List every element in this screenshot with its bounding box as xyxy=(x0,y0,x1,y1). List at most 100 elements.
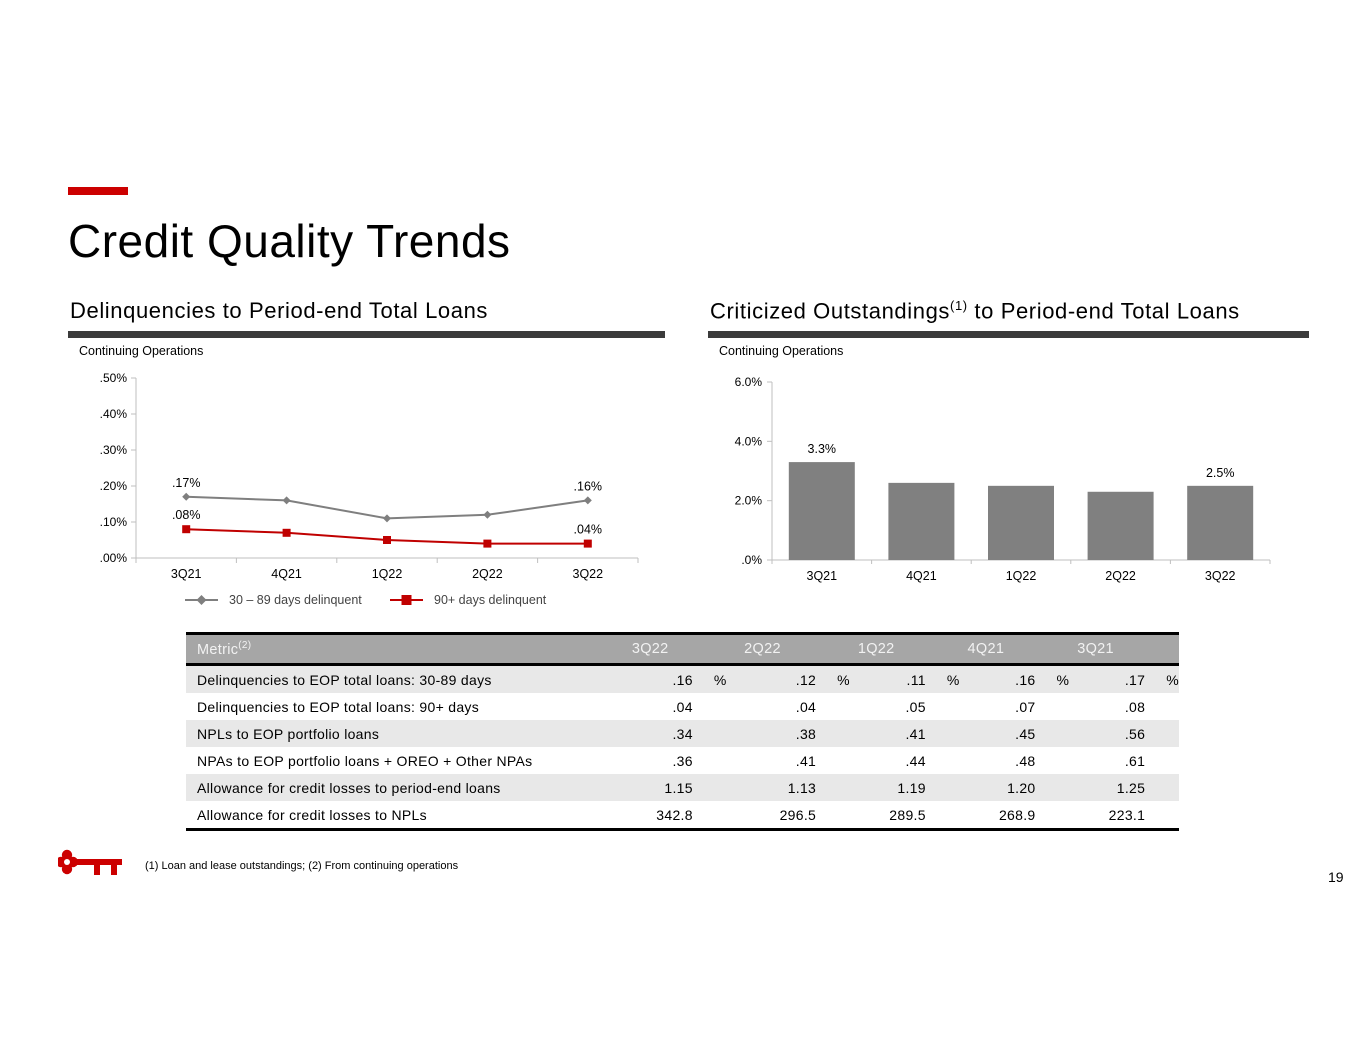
right-panel-title-main: Criticized Outstandings xyxy=(710,298,951,324)
cell-value: 1.25 xyxy=(1116,779,1146,796)
bar xyxy=(1087,491,1154,560)
x-tick-label: 3Q21 xyxy=(171,567,202,581)
table-row: Delinquencies to EOP total loans: 90+ da… xyxy=(186,693,1179,720)
table-cell: .11% xyxy=(857,664,968,693)
criticized-outstandings-bar-chart: .0% 2.0% 4.0% 6.0% 3Q21 3.3% 4Q21 1Q22 2Q22 3Q22 2… xyxy=(735,375,1271,583)
table-cell: 1.13 xyxy=(744,774,858,801)
table-cell: .05 xyxy=(858,693,968,720)
table-cell: .45 xyxy=(967,720,1078,747)
y-tick-label: .20% xyxy=(100,479,128,493)
series-point xyxy=(282,496,291,505)
x-tick-label: 4Q21 xyxy=(271,567,302,581)
table-cell: 1.15 xyxy=(631,774,745,801)
table-cell: .04 xyxy=(632,693,744,720)
column-header: 3Q21 xyxy=(1077,633,1179,666)
x-tick-label: 1Q22 xyxy=(1006,569,1037,583)
table-row: NPLs to EOP portfolio loans .34 .38 .41 .45.… xyxy=(186,720,1179,747)
cell-value: .45 xyxy=(1015,725,1036,742)
cell-value: 1.13 xyxy=(787,779,817,796)
x-tick-label: 3Q22 xyxy=(1205,569,1236,583)
series-point xyxy=(583,539,592,548)
cell-value: .61 xyxy=(1124,752,1146,769)
x-tick-label: 3Q22 xyxy=(573,567,604,581)
key-logo-icon xyxy=(58,849,122,875)
cell-value: 268.9 xyxy=(998,806,1036,823)
table-cell: .41 xyxy=(744,747,858,774)
cell-value: .07 xyxy=(1015,698,1036,715)
table-row: Allowance for credit losses to NPLs 342.8… xyxy=(186,801,1179,830)
cell-value: .36 xyxy=(672,752,693,769)
cell-value: .04 xyxy=(672,698,693,715)
cell-value: .16 xyxy=(1015,671,1036,688)
page-title: Credit Quality Trends xyxy=(68,215,511,267)
cell-unit: % xyxy=(1166,671,1179,688)
y-tick-label: .10% xyxy=(100,515,128,529)
right-panel-rule xyxy=(708,331,1309,338)
x-tick-label: 4Q21 xyxy=(906,569,937,583)
table-cell: 223.1 xyxy=(1077,801,1179,830)
column-header: 3Q22 xyxy=(631,633,745,666)
page-number: 19 xyxy=(1328,869,1344,885)
cell-value: .17 xyxy=(1124,671,1146,688)
legend-label: 90+ days delinquent xyxy=(434,593,547,607)
cell-value: 1.19 xyxy=(897,779,926,796)
y-tick-label: .50% xyxy=(100,371,128,385)
row-label: Allowance for credit losses to period-en… xyxy=(186,774,632,801)
cell-value: 1.15 xyxy=(664,779,693,796)
x-tick-label: 3Q21 xyxy=(807,569,838,583)
cell-value: 342.8 xyxy=(656,806,693,823)
table-cell: .16% xyxy=(631,664,745,693)
row-label: Delinquencies to EOP total loans: 90+ da… xyxy=(197,698,480,715)
right-panel-title-rest: to Period-end Total Loans xyxy=(967,298,1240,324)
series-point xyxy=(383,536,391,544)
table-header-row: Metric(2) 3Q22 2Q22 1Q22 4Q21 3Q21 xyxy=(186,633,1179,666)
bar xyxy=(1187,485,1254,560)
cell-unit: % xyxy=(837,671,850,688)
bar-data-label: 3.3% xyxy=(808,442,837,456)
table-cell: .36 xyxy=(632,747,744,774)
table-cell: .61 xyxy=(1077,747,1179,774)
metric-column-header: Metric(2) xyxy=(186,633,632,666)
table-cell: .44 xyxy=(858,747,968,774)
series-point xyxy=(182,525,191,534)
data-label: .17% xyxy=(172,476,201,490)
cell-value: .38 xyxy=(795,725,817,742)
cell-value: .41 xyxy=(905,725,926,742)
legend-marker xyxy=(196,595,207,605)
column-header: 1Q22 xyxy=(857,633,968,666)
cell-unit: % xyxy=(1056,671,1070,688)
column-header: 2Q22 xyxy=(744,633,858,666)
table-cell: 342.8 xyxy=(632,801,744,830)
cell-value: .08 xyxy=(1124,698,1146,715)
y-tick-label: 6.0% xyxy=(735,375,763,389)
cell-value: .16 xyxy=(672,671,693,688)
title-accent-bar xyxy=(68,187,128,195)
cell-value: .44 xyxy=(905,752,926,769)
right-panel-note: Continuing Operations xyxy=(719,344,844,358)
bar xyxy=(788,462,855,560)
cell-value: .56 xyxy=(1124,725,1146,742)
table-cell: .17% xyxy=(1077,664,1179,693)
cell-value: .48 xyxy=(1015,752,1036,769)
bar xyxy=(988,485,1054,560)
table-cell: 1.20 xyxy=(967,774,1078,801)
table-cell: 289.5 xyxy=(858,801,968,830)
cell-value: .04 xyxy=(795,698,817,715)
data-label: .04% xyxy=(574,523,603,537)
cell-value: 296.5 xyxy=(779,806,817,823)
x-tick-label: 2Q22 xyxy=(472,567,503,581)
table-cell: .12% xyxy=(744,664,858,693)
series-point xyxy=(182,492,191,501)
cell-value: 289.5 xyxy=(889,806,926,823)
credit-metrics-table: Metric(2) 3Q22 2Q22 1Q22 4Q21 3Q21 Delin… xyxy=(186,632,1179,831)
bar-data-label: 2.5% xyxy=(1206,466,1235,480)
cell-value: 223.1 xyxy=(1108,806,1146,823)
table-cell: .41 xyxy=(857,720,968,747)
cell-value: .11 xyxy=(906,671,926,688)
table-cell: 1.19 xyxy=(857,774,968,801)
cell-unit: % xyxy=(946,671,960,688)
row-label: Delinquencies to EOP total loans: 30-89 … xyxy=(186,664,632,693)
left-panel-note: Continuing Operations xyxy=(79,344,204,358)
y-tick-label: 4.0% xyxy=(735,434,763,448)
series-point xyxy=(282,528,291,537)
